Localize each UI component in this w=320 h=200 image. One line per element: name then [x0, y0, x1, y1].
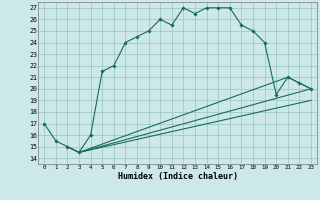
- X-axis label: Humidex (Indice chaleur): Humidex (Indice chaleur): [118, 172, 238, 181]
